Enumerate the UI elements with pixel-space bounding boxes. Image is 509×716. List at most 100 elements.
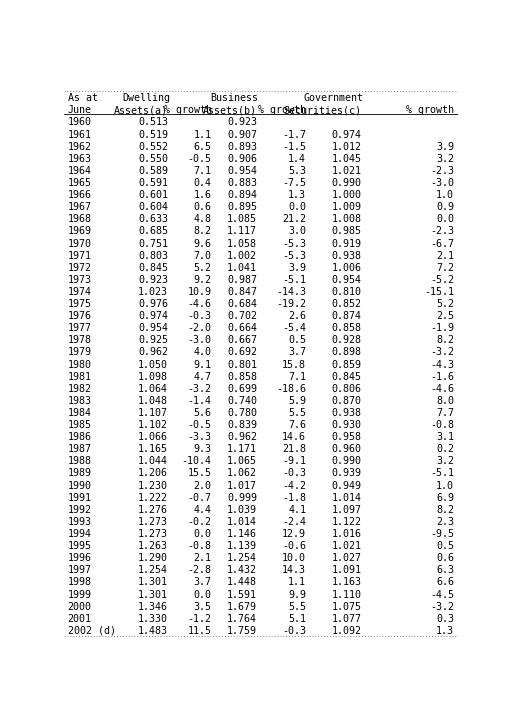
Text: 0.928: 0.928	[331, 335, 361, 345]
Text: -0.5: -0.5	[187, 154, 212, 164]
Text: Business: Business	[210, 93, 258, 103]
Text: 0.513: 0.513	[138, 117, 168, 127]
Text: 10.0: 10.0	[282, 553, 306, 563]
Text: -2.0: -2.0	[187, 323, 212, 333]
Text: 1.077: 1.077	[331, 614, 361, 624]
Text: 2.1: 2.1	[436, 251, 454, 261]
Text: 0.919: 0.919	[331, 238, 361, 248]
Text: -0.6: -0.6	[282, 541, 306, 551]
Text: 0.685: 0.685	[138, 226, 168, 236]
Text: 0.0: 0.0	[193, 589, 212, 599]
Text: 0.939: 0.939	[331, 468, 361, 478]
Text: 3.1: 3.1	[436, 432, 454, 442]
Text: 5.6: 5.6	[193, 408, 212, 418]
Text: 1.027: 1.027	[331, 553, 361, 563]
Text: 8.0: 8.0	[436, 396, 454, 406]
Text: -4.3: -4.3	[430, 359, 454, 369]
Text: 1.065: 1.065	[227, 456, 257, 466]
Text: 1985: 1985	[68, 420, 92, 430]
Text: 9.9: 9.9	[288, 589, 306, 599]
Text: 6.6: 6.6	[436, 577, 454, 587]
Text: -1.9: -1.9	[430, 323, 454, 333]
Text: 5.2: 5.2	[193, 263, 212, 273]
Text: 1971: 1971	[68, 251, 92, 261]
Text: 1990: 1990	[68, 480, 92, 490]
Text: 1.165: 1.165	[138, 445, 168, 454]
Text: 0.938: 0.938	[331, 408, 361, 418]
Text: -18.6: -18.6	[276, 384, 306, 394]
Text: 0.990: 0.990	[331, 178, 361, 188]
Text: 3.5: 3.5	[193, 601, 212, 611]
Text: 2000: 2000	[68, 601, 92, 611]
Text: -5.3: -5.3	[282, 238, 306, 248]
Text: 3.7: 3.7	[193, 577, 212, 587]
Text: 1996: 1996	[68, 553, 92, 563]
Text: 11.5: 11.5	[187, 626, 212, 636]
Text: 0.938: 0.938	[331, 251, 361, 261]
Text: 1.058: 1.058	[227, 238, 257, 248]
Text: 0.962: 0.962	[138, 347, 168, 357]
Text: -2.3: -2.3	[430, 226, 454, 236]
Text: -1.7: -1.7	[282, 130, 306, 140]
Text: 0.801: 0.801	[227, 359, 257, 369]
Text: 21.2: 21.2	[282, 214, 306, 224]
Text: -3.0: -3.0	[187, 335, 212, 345]
Text: 7.1: 7.1	[193, 166, 212, 176]
Text: 1.048: 1.048	[138, 396, 168, 406]
Text: -2.8: -2.8	[187, 566, 212, 576]
Text: 9.2: 9.2	[193, 275, 212, 285]
Text: 0.839: 0.839	[227, 420, 257, 430]
Text: -9.5: -9.5	[430, 529, 454, 539]
Text: 1.146: 1.146	[227, 529, 257, 539]
Text: 0.925: 0.925	[138, 335, 168, 345]
Text: 1978: 1978	[68, 335, 92, 345]
Text: 0.751: 0.751	[138, 238, 168, 248]
Text: 1.009: 1.009	[331, 202, 361, 212]
Text: -4.5: -4.5	[430, 589, 454, 599]
Text: 1.171: 1.171	[227, 445, 257, 454]
Text: -0.5: -0.5	[187, 420, 212, 430]
Text: 0.633: 0.633	[138, 214, 168, 224]
Text: 4.0: 4.0	[193, 347, 212, 357]
Text: 1.6: 1.6	[193, 190, 212, 200]
Text: 0.780: 0.780	[227, 408, 257, 418]
Text: 5.1: 5.1	[288, 614, 306, 624]
Text: 4.8: 4.8	[193, 214, 212, 224]
Text: 3.9: 3.9	[288, 263, 306, 273]
Text: -0.8: -0.8	[187, 541, 212, 551]
Text: 1.021: 1.021	[331, 166, 361, 176]
Text: 1.139: 1.139	[227, 541, 257, 551]
Text: -4.6: -4.6	[187, 299, 212, 309]
Text: 1.092: 1.092	[331, 626, 361, 636]
Text: 1.163: 1.163	[331, 577, 361, 587]
Text: 1.000: 1.000	[331, 190, 361, 200]
Text: 0.954: 0.954	[138, 323, 168, 333]
Text: 1967: 1967	[68, 202, 92, 212]
Text: 1977: 1977	[68, 323, 92, 333]
Text: 1963: 1963	[68, 154, 92, 164]
Text: 0.0: 0.0	[288, 202, 306, 212]
Text: 5.5: 5.5	[288, 408, 306, 418]
Text: 0.692: 0.692	[227, 347, 257, 357]
Text: 0.954: 0.954	[227, 166, 257, 176]
Text: -2.3: -2.3	[430, 166, 454, 176]
Text: 0.985: 0.985	[331, 226, 361, 236]
Text: 1.021: 1.021	[331, 541, 361, 551]
Text: 1.008: 1.008	[331, 214, 361, 224]
Text: 1.1: 1.1	[193, 130, 212, 140]
Text: -4.2: -4.2	[282, 480, 306, 490]
Text: 0.5: 0.5	[436, 541, 454, 551]
Text: 3.9: 3.9	[436, 142, 454, 152]
Text: 1999: 1999	[68, 589, 92, 599]
Text: 0.987: 0.987	[227, 275, 257, 285]
Text: 0.923: 0.923	[227, 117, 257, 127]
Text: 1.3: 1.3	[288, 190, 306, 200]
Text: June: June	[68, 105, 92, 115]
Text: 1.075: 1.075	[331, 601, 361, 611]
Text: -14.3: -14.3	[276, 287, 306, 297]
Text: 1992: 1992	[68, 505, 92, 515]
Text: 15.8: 15.8	[282, 359, 306, 369]
Text: 1.254: 1.254	[227, 553, 257, 563]
Text: -4.6: -4.6	[430, 384, 454, 394]
Text: -1.4: -1.4	[187, 396, 212, 406]
